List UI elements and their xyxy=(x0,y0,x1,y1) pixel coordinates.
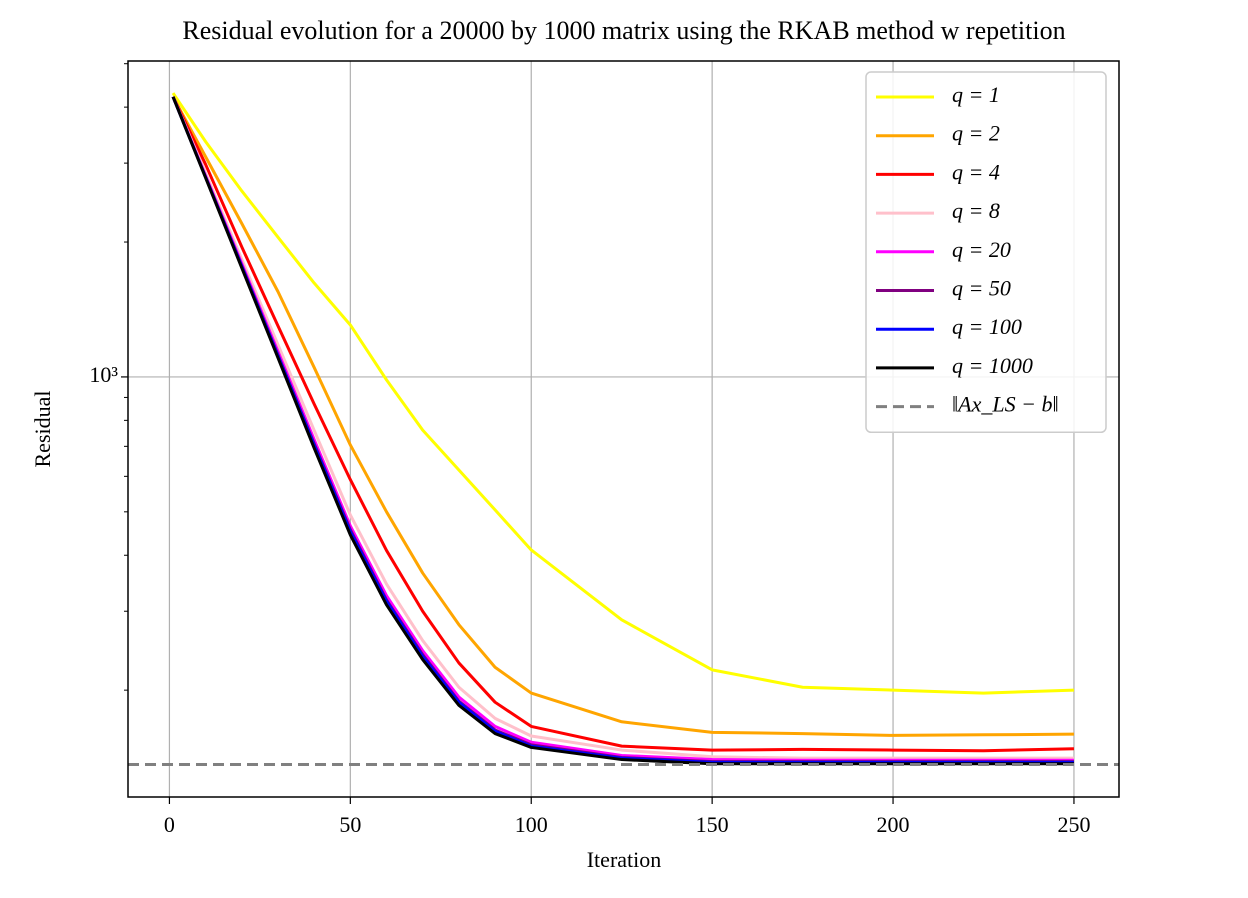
legend-label: q = 2 xyxy=(952,121,1000,146)
x-tick-label: 50 xyxy=(339,812,361,837)
series-line xyxy=(171,96,1074,760)
legend-box xyxy=(865,71,1107,434)
legend-label: q = 100 xyxy=(952,314,1022,339)
x-tick-label: 250 xyxy=(1057,812,1090,837)
plot-frame xyxy=(127,60,1120,798)
x-tick-label: 100 xyxy=(515,812,548,837)
legend-label: q = 50 xyxy=(952,276,1011,301)
x-axis-label: Iteration xyxy=(587,847,662,872)
x-tick-label: 200 xyxy=(877,812,910,837)
legend-label: ‖Ax_LS − b‖ xyxy=(952,392,1059,417)
x-tick-label: 0 xyxy=(164,812,175,837)
legend-label: q = 8 xyxy=(952,198,1000,223)
x-tick-label: 150 xyxy=(696,812,729,837)
y-tick-label: 10³ xyxy=(89,362,118,387)
legend-label: q = 20 xyxy=(952,237,1011,262)
series-line xyxy=(171,96,1074,753)
legend-label: q = 4 xyxy=(952,159,1000,184)
series-line xyxy=(171,96,1074,737)
chart-title: Residual evolution for a 20000 by 1000 m… xyxy=(182,16,1065,45)
series-line xyxy=(171,92,1074,695)
legend-label: q = 1000 xyxy=(952,353,1033,378)
y-axis-label: Residual xyxy=(30,391,55,468)
legend-label: q = 1 xyxy=(952,82,1000,107)
